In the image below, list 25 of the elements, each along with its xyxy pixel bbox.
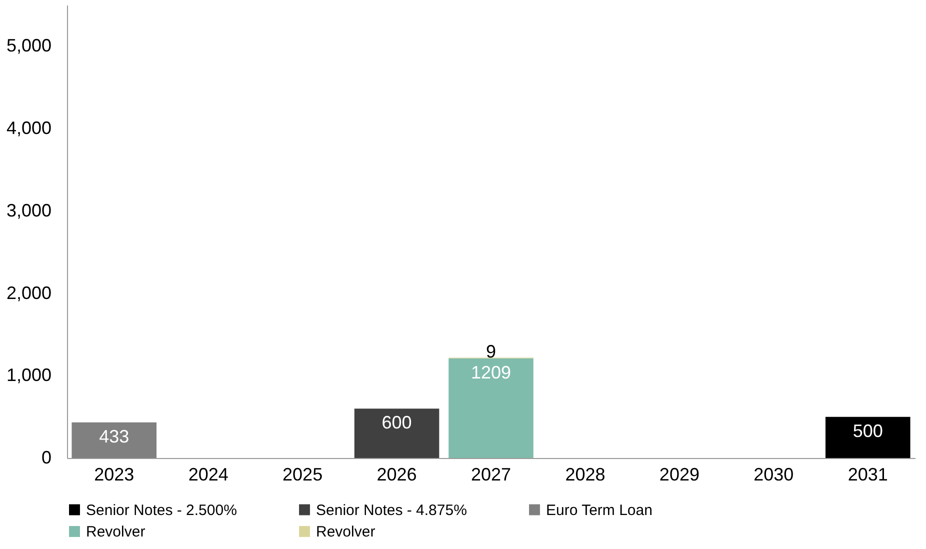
x-tick-label: 2027: [470, 464, 512, 484]
x-tick-label: 2025: [282, 464, 323, 484]
y-tick-label: 1,000: [6, 365, 52, 386]
data-label: 1209: [470, 362, 512, 382]
x-tick-label: 2026: [376, 464, 417, 484]
y-tick-label: 2,000: [6, 282, 52, 303]
data-label: 500: [852, 420, 883, 441]
data-label: 600: [382, 412, 412, 433]
legend-label: Senior Notes - 4.875%: [316, 502, 467, 519]
x-tick-label: 2030: [754, 464, 794, 484]
x-tick-label: 2024: [188, 464, 228, 484]
y-tick-label: 5,000: [6, 36, 52, 56]
x-tick-label: 2028: [565, 464, 606, 484]
x-tick-label: 2031: [848, 464, 888, 484]
legend-label: Revolver: [316, 524, 376, 540]
data-label: 433: [99, 426, 130, 446]
data-label: 9: [486, 342, 496, 362]
y-tick-label: 4,000: [6, 118, 52, 138]
y-tick-label: 3,000: [6, 200, 52, 220]
legend-label: Senior Notes - 2.500%: [86, 502, 237, 519]
x-tick-label: 2023: [94, 464, 134, 484]
y-tick-label: 0: [41, 448, 52, 468]
x-tick-label: 2029: [659, 464, 700, 484]
legend-label: Euro Term Loan: [546, 502, 652, 519]
legend-label: Revolver: [86, 524, 146, 540]
